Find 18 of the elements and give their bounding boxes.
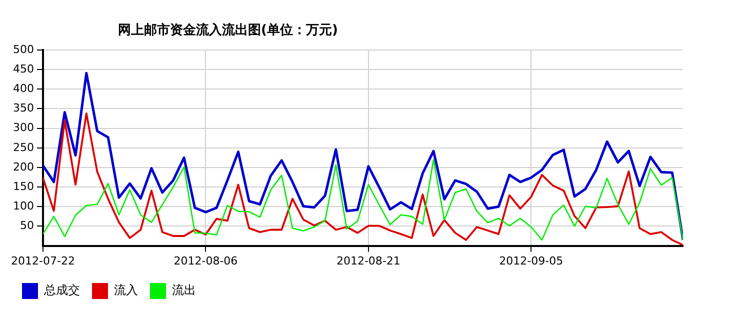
x-tick-label: 2012-09-05 bbox=[499, 254, 564, 268]
x-tick-label: 2012-08-06 bbox=[174, 254, 238, 268]
y-tick-label: 200 bbox=[12, 160, 34, 174]
x-tick-label: 2012-07-22 bbox=[11, 254, 75, 268]
y-tick-label: 400 bbox=[12, 82, 34, 96]
legend-label: 总成交 bbox=[43, 283, 80, 298]
y-tick-label: 500 bbox=[12, 42, 34, 56]
y-tick-label: 250 bbox=[12, 140, 34, 154]
y-tick-label: 100 bbox=[12, 200, 34, 212]
x-tick-label: 2012-08-21 bbox=[336, 254, 400, 268]
y-tick-label: 50 bbox=[20, 219, 34, 232]
chart-title: 网上邮市资金流入流出图(单位：万元) bbox=[118, 22, 338, 39]
y-tick-label: 350 bbox=[12, 102, 34, 115]
y-tick-label: 300 bbox=[12, 121, 34, 134]
legend-label: 流入 bbox=[114, 283, 138, 298]
legend-label: 流出 bbox=[172, 283, 196, 298]
y-tick-label: 450 bbox=[12, 62, 34, 76]
y-tick-label: 150 bbox=[12, 180, 34, 193]
